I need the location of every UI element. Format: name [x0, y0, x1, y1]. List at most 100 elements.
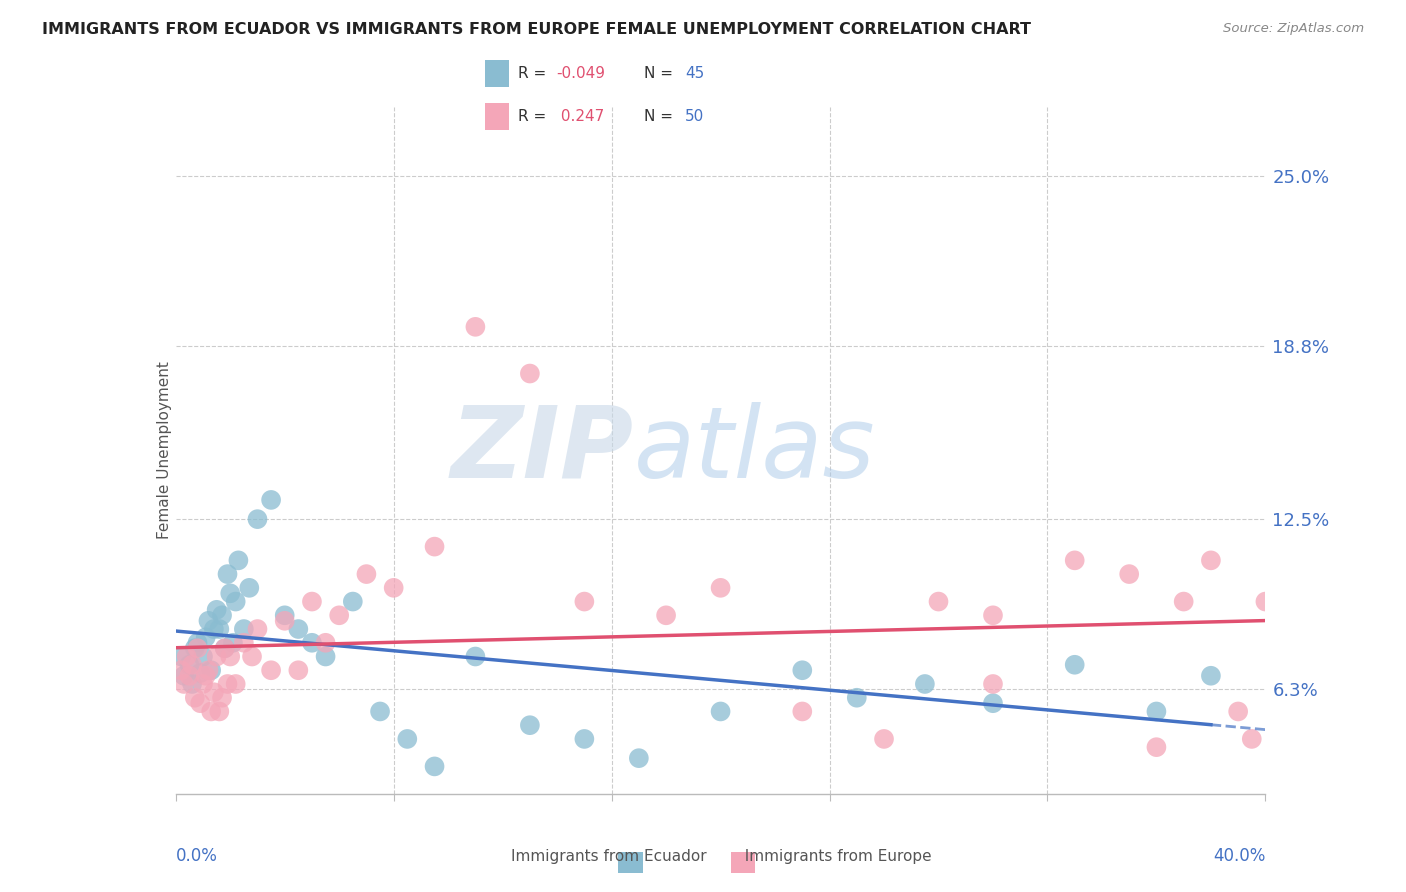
Point: [914, 677, 936, 691]
Point: [197, 614, 219, 628]
Point: [225, 594, 247, 608]
Bar: [485, 61, 509, 87]
Point: [792, 663, 814, 677]
Point: [382, 581, 405, 595]
Point: [208, 705, 231, 719]
Point: [1199, 553, 1222, 567]
Point: [214, 641, 236, 656]
Point: [710, 705, 733, 719]
Text: Immigrants from Ecuador: Immigrants from Ecuador: [510, 849, 706, 863]
Text: ZIP: ZIP: [450, 402, 633, 499]
Point: [464, 649, 486, 664]
Point: [328, 608, 350, 623]
Point: [211, 608, 233, 623]
Point: [217, 677, 239, 691]
Point: [260, 492, 283, 507]
Point: [188, 665, 211, 680]
Point: [792, 705, 814, 719]
Point: [205, 649, 228, 664]
Point: [200, 705, 222, 719]
Point: [232, 636, 254, 650]
Point: [519, 718, 541, 732]
Point: [173, 669, 195, 683]
Point: [301, 636, 323, 650]
Text: N =: N =: [644, 109, 678, 124]
Point: [342, 594, 364, 608]
Point: [232, 622, 254, 636]
Point: [170, 663, 193, 677]
Point: [225, 677, 247, 691]
Text: -0.049: -0.049: [555, 66, 605, 81]
Point: [1146, 705, 1168, 719]
Text: 40.0%: 40.0%: [1213, 847, 1265, 865]
Point: [423, 759, 446, 773]
Point: [208, 622, 231, 636]
Point: [238, 581, 260, 595]
Text: R =: R =: [517, 109, 551, 124]
Point: [246, 622, 269, 636]
Point: [228, 553, 250, 567]
Point: [464, 319, 486, 334]
Y-axis label: Female Unemployment: Female Unemployment: [157, 361, 172, 540]
Point: [186, 636, 209, 650]
Point: [1240, 731, 1263, 746]
Text: Immigrants from Europe: Immigrants from Europe: [734, 849, 931, 863]
Text: 0.0%: 0.0%: [176, 847, 218, 865]
Point: [179, 669, 201, 683]
Point: [368, 705, 391, 719]
Point: [710, 581, 733, 595]
Point: [1118, 567, 1140, 582]
Bar: [619, 852, 643, 873]
Point: [197, 663, 219, 677]
Text: 50: 50: [685, 109, 704, 124]
Point: [1146, 740, 1168, 755]
Point: [981, 696, 1004, 710]
Point: [211, 690, 233, 705]
Text: Source: ZipAtlas.com: Source: ZipAtlas.com: [1223, 22, 1364, 36]
Point: [315, 649, 337, 664]
Point: [1063, 553, 1085, 567]
Point: [519, 367, 541, 381]
Point: [188, 696, 211, 710]
Point: [287, 663, 309, 677]
Point: [219, 586, 242, 600]
Point: [170, 649, 193, 664]
Point: [214, 641, 236, 656]
Point: [205, 603, 228, 617]
Point: [200, 663, 222, 677]
Point: [186, 641, 209, 656]
Bar: [485, 103, 509, 130]
Point: [217, 567, 239, 582]
Point: [274, 608, 297, 623]
Point: [287, 622, 309, 636]
Text: 0.247: 0.247: [555, 109, 605, 124]
Text: R =: R =: [517, 66, 551, 81]
Point: [1173, 594, 1195, 608]
Point: [1199, 669, 1222, 683]
Point: [873, 731, 896, 746]
Point: [181, 657, 204, 672]
Point: [219, 649, 242, 664]
Point: [191, 677, 214, 691]
Point: [222, 636, 245, 650]
Point: [315, 636, 337, 650]
Point: [301, 594, 323, 608]
Text: atlas: atlas: [633, 402, 875, 499]
Point: [240, 649, 263, 664]
Point: [191, 649, 214, 664]
Point: [274, 614, 297, 628]
Point: [627, 751, 650, 765]
Point: [928, 594, 950, 608]
Point: [173, 677, 195, 691]
Point: [981, 677, 1004, 691]
Point: [194, 630, 217, 644]
Text: N =: N =: [644, 66, 678, 81]
Point: [202, 622, 225, 636]
Point: [845, 690, 868, 705]
Point: [176, 649, 198, 664]
Point: [179, 657, 201, 672]
Point: [246, 512, 269, 526]
Point: [1063, 657, 1085, 672]
Point: [574, 594, 596, 608]
Point: [396, 731, 419, 746]
